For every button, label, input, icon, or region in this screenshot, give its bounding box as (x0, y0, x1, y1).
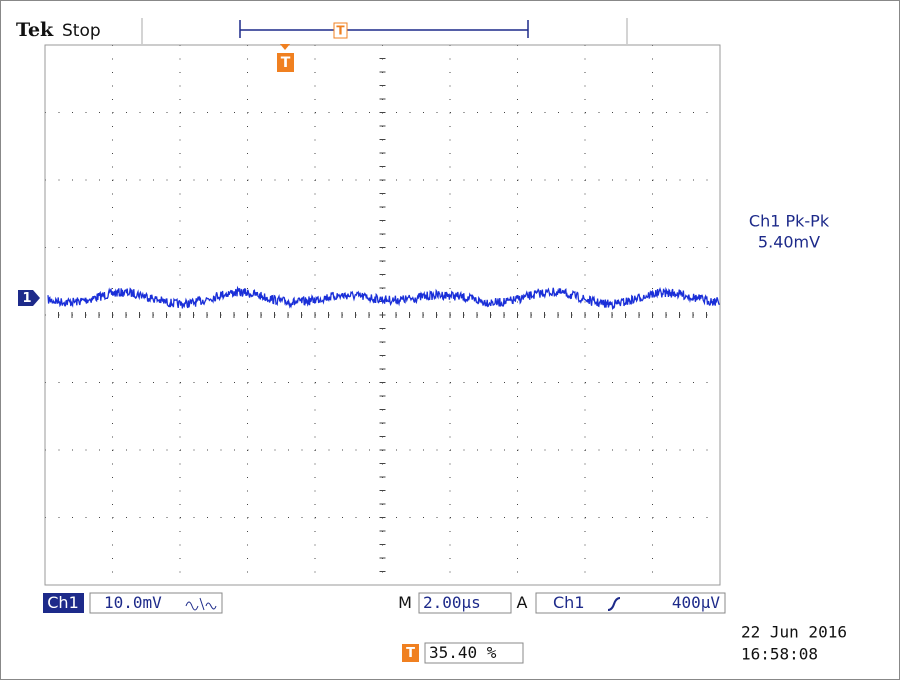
brand: Tek (16, 19, 54, 41)
time: 16:58:08 (741, 645, 818, 664)
waveform (47, 285, 720, 311)
measurement-label: Ch1 Pk-Pk (749, 212, 830, 231)
trigger-prefix: A (517, 593, 528, 612)
date: 22 Jun 2016 (741, 623, 847, 642)
trigger-box (535, 592, 726, 614)
trigger-position: 35.40 % (429, 643, 497, 662)
trigger-level: 400µV (672, 593, 721, 612)
trigger-source: Ch1 (553, 593, 585, 612)
position-marker-box (402, 644, 419, 662)
record-trigger-marker: T (336, 24, 345, 38)
trigger-marker: T (281, 55, 291, 71)
scale-box (89, 592, 223, 614)
position-box (424, 642, 524, 664)
trigger-marker-box (277, 53, 294, 72)
time-prefix: M (398, 593, 412, 612)
channel-badge (43, 593, 84, 613)
trigger-arrow (280, 44, 290, 50)
record-view (239, 20, 529, 38)
time-box (418, 592, 512, 614)
record-trigger-box (333, 22, 348, 39)
position-marker: T (406, 646, 415, 661)
graticule-frame (44, 44, 721, 586)
bandwidth-icon (185, 597, 217, 611)
measurement-value: 5.40mV (758, 233, 820, 252)
status-channel: Ch1 (47, 593, 79, 612)
graticule (44, 44, 721, 586)
vertical-scale: 10.0mV (104, 593, 162, 612)
channel-marker: 1 (22, 291, 31, 306)
acq-state: Stop (62, 21, 101, 41)
time-scale: 2.00µs (423, 593, 481, 612)
channel-marker-box (18, 290, 40, 306)
slope-icon (607, 597, 621, 611)
